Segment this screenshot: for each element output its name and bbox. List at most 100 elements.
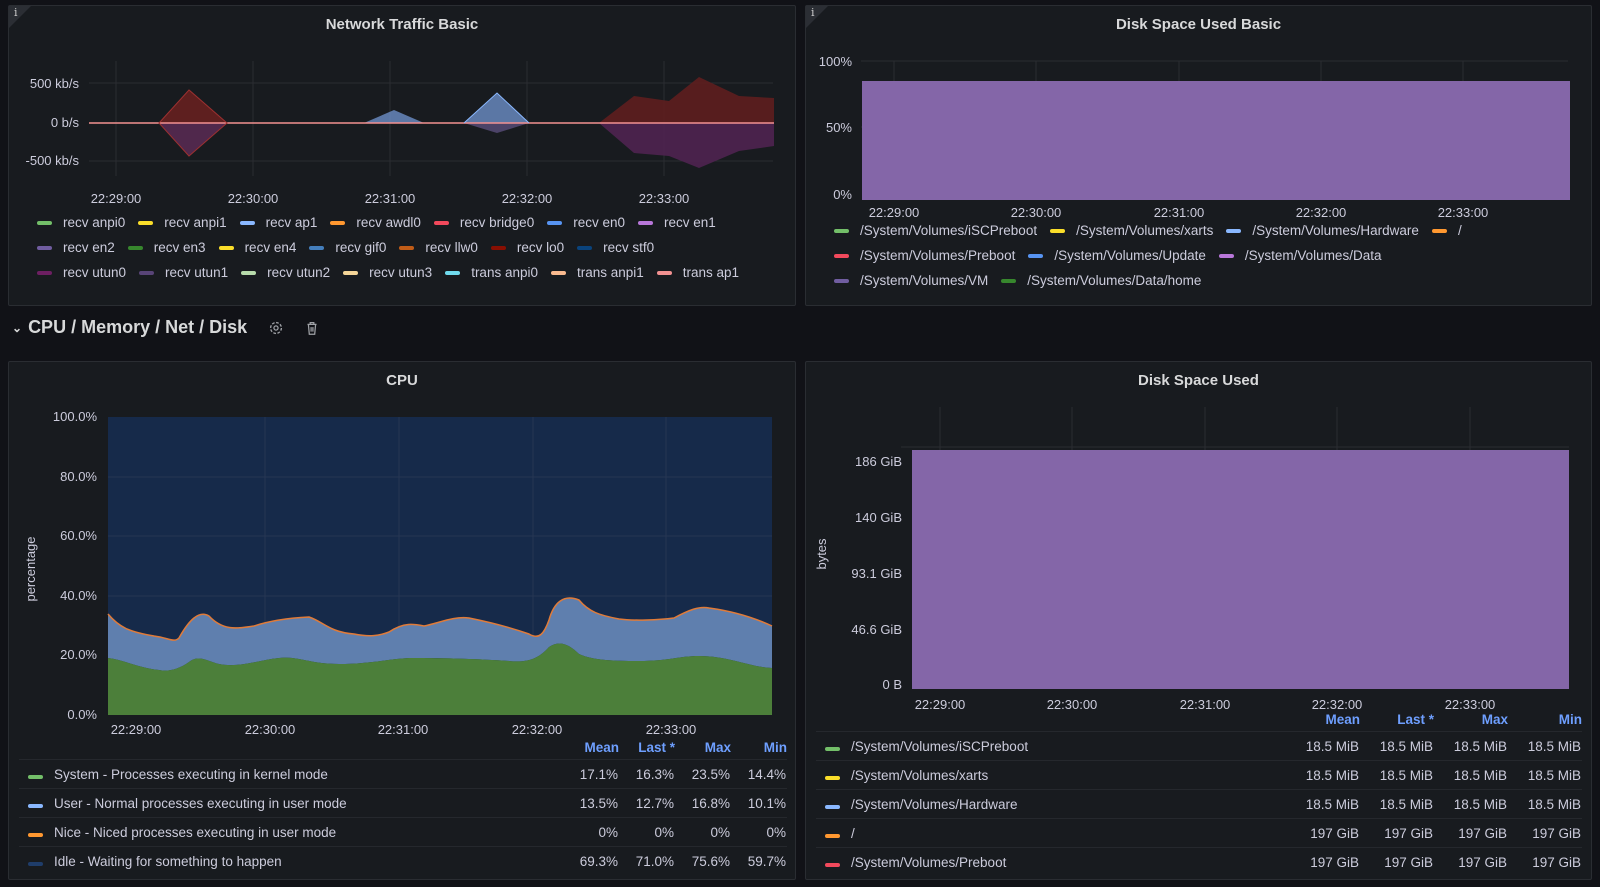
cpu-legend-table: Mean Last * Max Min System - Processes e… <box>19 735 787 875</box>
col-max[interactable]: Max <box>704 739 731 755</box>
x-tick: 22:31:00 <box>1154 205 1205 220</box>
legend-item[interactable]: /System/Volumes/Preboot <box>834 243 1015 268</box>
legend-item[interactable]: recv awdl0 <box>330 210 421 235</box>
row-header[interactable]: ⌄ CPU / Memory / Net / Disk <box>12 317 321 338</box>
legend-item[interactable]: /System/Volumes/Hardware <box>1226 218 1419 243</box>
legend-item[interactable]: recv ap1 <box>239 210 317 235</box>
chevron-down-icon[interactable]: ⌄ <box>12 320 23 335</box>
legend-item[interactable]: /System/Volumes/Data <box>1218 243 1381 268</box>
y-tick: 60.0% <box>60 528 97 543</box>
info-icon[interactable]: i <box>9 6 31 28</box>
legend-row[interactable]: User - Normal processes executing in use… <box>19 788 787 818</box>
trash-icon[interactable] <box>303 319 321 337</box>
col-max[interactable]: Max <box>1481 711 1508 727</box>
x-tick: 22:33:00 <box>1438 205 1489 220</box>
panel-title[interactable]: Disk Space Used Basic <box>1115 16 1282 33</box>
x-tick: 22:29:00 <box>91 191 142 206</box>
panel-title[interactable]: Network Traffic Basic <box>325 16 479 33</box>
col-min[interactable]: Min <box>763 739 787 755</box>
x-tick: 22:30:00 <box>245 722 296 737</box>
y-tick: 0% <box>833 187 852 202</box>
legend-row[interactable]: /System/Volumes/Preboot 197 GiB 197 GiB 19… <box>816 847 1582 876</box>
legend-item[interactable]: trans anpi0 <box>445 260 538 285</box>
x-tick: 22:29:00 <box>915 697 966 712</box>
system-area <box>108 643 772 715</box>
y-tick: 0 b/s <box>51 115 80 130</box>
legend-item[interactable]: recv anpi0 <box>37 210 125 235</box>
x-tick: 22:32:00 <box>1312 697 1363 712</box>
legend-row[interactable]: / 197 GiB 197 GiB 197 GiB 197 GiB <box>816 818 1582 848</box>
disk-space-used-panel: Disk Space Used bytes 186 GiB 140 GiB 93… <box>805 361 1592 880</box>
x-tick: 22:30:00 <box>1011 205 1062 220</box>
y-tick: 100.0% <box>53 409 98 424</box>
col-mean[interactable]: Mean <box>584 739 619 755</box>
x-tick: 22:33:00 <box>646 722 697 737</box>
legend-item[interactable]: recv stf0 <box>577 235 654 260</box>
legend-row[interactable]: /System/Volumes/iSCPreboot 18.5 MiB 18.5 … <box>816 731 1582 761</box>
y-tick: 46.6 GiB <box>851 622 902 637</box>
series-area <box>89 123 227 156</box>
legend-item[interactable]: trans ap1 <box>656 260 739 285</box>
series-area <box>89 90 227 123</box>
legend-item[interactable]: /System/Volumes/iSCPreboot <box>834 218 1037 243</box>
disk-area <box>912 450 1569 689</box>
legend-row[interactable]: System - Processes executing in kernel m… <box>19 759 787 789</box>
col-last[interactable]: Last * <box>1397 711 1434 727</box>
x-tick: 22:33:00 <box>1445 697 1496 712</box>
y-tick: 93.1 GiB <box>851 566 902 581</box>
legend-item[interactable]: recv utun1 <box>139 260 228 285</box>
legend-item[interactable]: recv en4 <box>218 235 296 260</box>
legend-row[interactable]: /System/Volumes/xarts 18.5 MiB 18.5 MiB 18… <box>816 760 1582 790</box>
legend-item[interactable]: recv gif0 <box>309 235 386 260</box>
y-tick: 186 GiB <box>855 454 902 469</box>
legend-item[interactable]: recv en0 <box>547 210 625 235</box>
panel-title[interactable]: Disk Space Used <box>1138 372 1259 389</box>
legend-row[interactable]: Idle - Waiting for something to happen 6… <box>19 846 787 875</box>
series-area <box>599 77 774 123</box>
col-min[interactable]: Min <box>1558 711 1582 727</box>
x-tick: 22:32:00 <box>1296 205 1347 220</box>
legend-item[interactable]: trans anpi1 <box>550 260 644 285</box>
legend-row[interactable]: Nice - Niced processes executing in user… <box>19 817 787 847</box>
row-title-text[interactable]: CPU / Memory / Net / Disk <box>28 317 248 337</box>
legend-item[interactable]: /System/Volumes/VM <box>834 268 988 293</box>
panel-title[interactable]: CPU <box>386 372 418 389</box>
series-area <box>464 123 529 133</box>
disk-area <box>862 81 1570 200</box>
y-tick: 140 GiB <box>855 510 902 525</box>
network-traffic-basic-panel: i Network Traffic Basic 500 kb/s 0 b/s -… <box>8 5 796 306</box>
legend-item[interactable]: /System/Volumes/Data/home <box>1001 268 1201 293</box>
col-last[interactable]: Last * <box>638 739 675 755</box>
y-axis-label: bytes <box>814 538 829 570</box>
legend-item[interactable]: recv en1 <box>637 210 716 235</box>
gear-icon[interactable] <box>267 319 285 337</box>
x-tick: 22:30:00 <box>1047 697 1098 712</box>
x-tick: 22:32:00 <box>512 722 563 737</box>
legend-item[interactable]: /System/Volumes/xarts <box>1050 218 1213 243</box>
legend-item[interactable]: recv bridge0 <box>433 210 534 235</box>
legend-item[interactable]: recv utun2 <box>241 260 330 285</box>
disk-basic-legend: /System/Volumes/iSCPreboot/System/Volume… <box>834 218 1589 293</box>
y-tick: 0.0% <box>67 707 97 722</box>
col-mean[interactable]: Mean <box>1325 711 1360 727</box>
network-legend: recv anpi0 recv anpi1 recv ap1 recv awdl0 re… <box>37 210 797 285</box>
legend-item[interactable]: recv lo0 <box>490 235 564 260</box>
legend-item[interactable]: /System/Volumes/Update <box>1028 243 1206 268</box>
x-tick: 22:33:00 <box>639 191 690 206</box>
legend-item[interactable]: recv utun0 <box>37 260 126 285</box>
legend-item[interactable]: / <box>1431 218 1462 243</box>
network-traffic-chart: 500 kb/s 0 b/s -500 kb/s 22:29:00 22:30:… <box>26 61 774 206</box>
x-tick: 22:29:00 <box>869 205 920 220</box>
info-icon[interactable]: i <box>806 6 828 28</box>
y-tick: 80.0% <box>60 469 97 484</box>
x-tick: 22:31:00 <box>1180 697 1231 712</box>
nice-line <box>107 597 773 641</box>
legend-item[interactable]: recv anpi1 <box>138 210 227 235</box>
legend-item[interactable]: recv en2 <box>37 235 115 260</box>
legend-row[interactable]: /System/Volumes/Hardware 18.5 MiB 18.5 Mi… <box>816 789 1582 819</box>
legend-item[interactable]: recv llw0 <box>399 235 478 260</box>
x-tick: 22:32:00 <box>502 191 553 206</box>
y-tick: 40.0% <box>60 588 97 603</box>
legend-item[interactable]: recv utun3 <box>343 260 432 285</box>
legend-item[interactable]: recv en3 <box>127 235 206 260</box>
